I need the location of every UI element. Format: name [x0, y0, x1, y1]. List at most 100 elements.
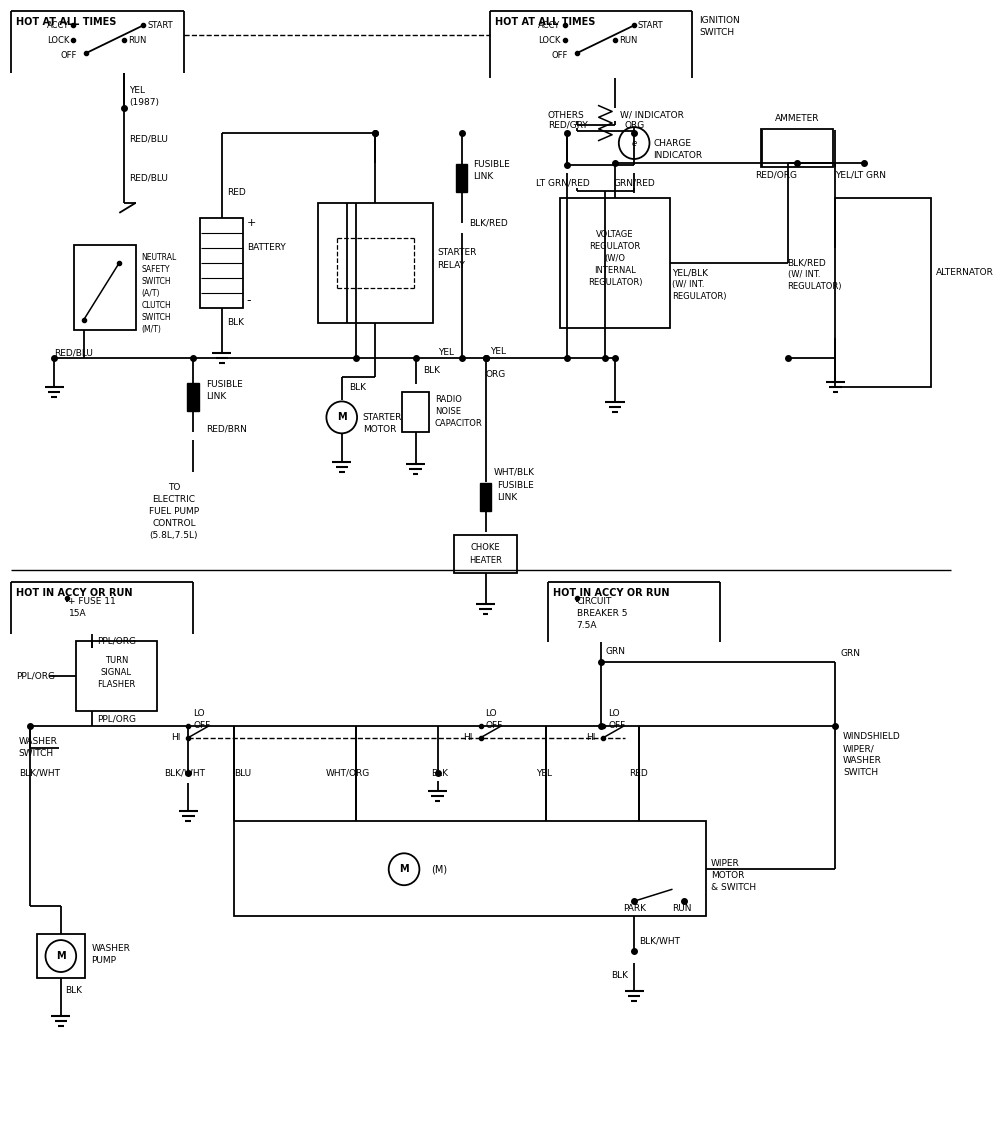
Text: REGULATOR: REGULATOR [589, 242, 641, 251]
Text: WIPER: WIPER [711, 859, 740, 868]
Text: IGNITION: IGNITION [699, 16, 740, 25]
Text: ORG: ORG [486, 370, 506, 379]
Text: HI: HI [463, 734, 473, 743]
Text: SIGNAL: SIGNAL [101, 668, 132, 677]
Text: MOTOR: MOTOR [711, 871, 744, 880]
Text: 15A: 15A [68, 609, 86, 618]
Text: M: M [399, 864, 409, 874]
Bar [480, 483, 491, 512]
Text: RED/GRY: RED/GRY [548, 121, 588, 129]
Text: RED/BRN: RED/BRN [207, 424, 247, 434]
Text: OFF: OFF [552, 51, 568, 60]
Text: BLK/WHT: BLK/WHT [639, 936, 680, 945]
Text: RELAY: RELAY [438, 261, 465, 271]
Text: & SWITCH: & SWITCH [711, 883, 756, 892]
Bar [234, 822, 706, 916]
Text: SWITCH: SWITCH [141, 277, 171, 286]
Text: WASHER: WASHER [19, 737, 58, 746]
Text: ELECTRIC: ELECTRIC [152, 495, 195, 504]
Text: CONTROL: CONTROL [152, 518, 196, 528]
Text: INTERNAL: INTERNAL [594, 266, 636, 275]
Text: W/ INDICATOR: W/ INDICATOR [620, 111, 684, 120]
Text: LINK: LINK [497, 492, 517, 501]
Text: BLK/WHT: BLK/WHT [164, 769, 205, 778]
Text: BLK/RED: BLK/RED [788, 258, 826, 267]
Text: ORG: ORG [625, 121, 645, 129]
Text: WASHER: WASHER [843, 756, 882, 765]
Bar [456, 164, 467, 192]
Text: OTHERS: OTHERS [548, 111, 585, 120]
Bar [200, 217, 243, 308]
Bar [74, 246, 136, 331]
Text: BATTERY: BATTERY [247, 243, 286, 252]
Text: BLK: BLK [611, 971, 628, 980]
Bar [835, 198, 931, 387]
Text: WHT/ORG: WHT/ORG [325, 769, 370, 778]
Text: 7.5A: 7.5A [577, 621, 597, 631]
Text: (W/O: (W/O [604, 255, 625, 264]
Bar [187, 384, 199, 411]
Text: TURN: TURN [105, 657, 128, 666]
Text: TO: TO [168, 482, 180, 491]
Text: FLASHER: FLASHER [97, 680, 136, 689]
Bar [560, 198, 670, 327]
Text: ACCY: ACCY [538, 20, 561, 29]
Text: (5.8L,7.5L): (5.8L,7.5L) [150, 531, 198, 540]
Text: BLK: BLK [431, 769, 448, 778]
Bar [454, 535, 517, 573]
Text: BLK: BLK [423, 366, 440, 375]
Text: SWITCH: SWITCH [843, 767, 878, 777]
Text: (W/ INT.: (W/ INT. [672, 281, 705, 289]
Text: BLK: BLK [227, 318, 244, 327]
Text: WASHER: WASHER [92, 944, 130, 952]
Text: HI: HI [171, 734, 180, 743]
Text: BLK: BLK [349, 383, 366, 392]
Text: RUN: RUN [619, 36, 637, 45]
Text: GRN: GRN [605, 648, 625, 657]
Text: STARTER: STARTER [438, 248, 477, 257]
Bar [318, 203, 433, 323]
Text: REGULATOR): REGULATOR) [588, 278, 642, 288]
Text: STARTER: STARTER [363, 413, 402, 422]
Text: M: M [337, 412, 347, 422]
Text: HI: HI [586, 734, 596, 743]
Text: CHARGE: CHARGE [653, 138, 691, 147]
Text: CAPACITOR: CAPACITOR [435, 419, 482, 428]
Text: LO: LO [193, 709, 205, 718]
Text: (M/T): (M/T) [141, 325, 161, 334]
Text: ACCY: ACCY [47, 20, 70, 29]
Text: START: START [638, 20, 664, 29]
Text: SWITCH: SWITCH [141, 314, 171, 323]
Text: YEL/BLK: YEL/BLK [672, 268, 708, 277]
Text: + FUSE 11: + FUSE 11 [68, 598, 116, 607]
Text: FUSIBLE: FUSIBLE [497, 481, 534, 490]
Text: RUN: RUN [672, 903, 692, 912]
Text: e: e [632, 138, 637, 147]
Text: FUEL PUMP: FUEL PUMP [149, 507, 199, 516]
Text: NOISE: NOISE [435, 406, 461, 415]
Text: BLK/RED: BLK/RED [469, 218, 508, 228]
Text: WINDSHIELD: WINDSHIELD [843, 732, 901, 741]
Text: LT GRN/RED: LT GRN/RED [536, 179, 590, 188]
Text: PARK: PARK [623, 903, 646, 912]
Text: ALTERNATOR: ALTERNATOR [936, 268, 994, 277]
Text: HOT AT ALL TIMES: HOT AT ALL TIMES [16, 17, 116, 27]
Text: PPL/ORG: PPL/ORG [97, 714, 136, 723]
Text: BLU: BLU [234, 769, 251, 778]
Text: START: START [147, 20, 173, 29]
Text: PPL/ORG: PPL/ORG [16, 671, 55, 680]
Text: MOTOR: MOTOR [363, 424, 396, 434]
Text: SWITCH: SWITCH [699, 28, 734, 37]
Text: -: - [247, 294, 251, 307]
Text: RED: RED [227, 188, 245, 197]
Text: CLUTCH: CLUTCH [141, 301, 171, 310]
Text: WHT/BLK: WHT/BLK [493, 468, 534, 477]
Text: BLK: BLK [66, 986, 83, 995]
Text: HOT AT ALL TIMES: HOT AT ALL TIMES [495, 17, 596, 27]
Text: CHOKE: CHOKE [471, 542, 500, 551]
Text: LINK: LINK [207, 392, 227, 401]
Text: (1987): (1987) [129, 97, 159, 106]
Text: AMMETER: AMMETER [775, 113, 819, 122]
Text: VOLTAGE: VOLTAGE [596, 230, 634, 239]
Text: YEL: YEL [490, 348, 506, 357]
